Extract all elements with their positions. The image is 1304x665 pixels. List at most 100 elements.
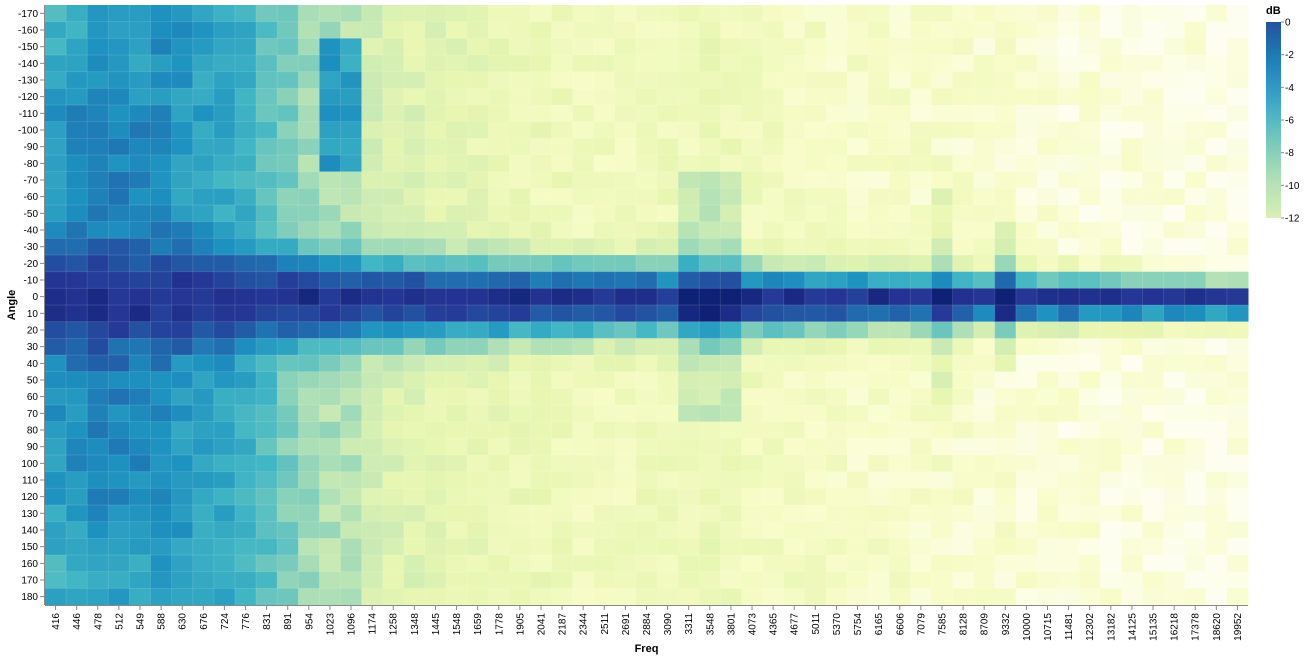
heatmap-cell: [1079, 271, 1101, 289]
heatmap-cell: [910, 121, 932, 139]
heatmap-cell: [1079, 505, 1101, 523]
heatmap-cell: [952, 438, 975, 456]
heatmap-cell: [424, 105, 447, 123]
heatmap-cell: [340, 38, 363, 56]
heatmap-cell: [361, 405, 384, 423]
heatmap-cell: [424, 555, 447, 573]
heatmap-cell: [635, 305, 658, 323]
heatmap-cell: [635, 288, 658, 306]
heatmap-cell: [973, 555, 996, 573]
heatmap-cell: [720, 355, 742, 373]
heatmap-cell: [1205, 421, 1228, 439]
heatmap-cell: [847, 38, 869, 56]
heatmap-cell: [361, 488, 384, 506]
heatmap-cell: [868, 438, 890, 456]
heatmap-cell: [635, 105, 658, 123]
heatmap-cell: [340, 138, 363, 156]
heatmap-cell: [467, 221, 489, 239]
heatmap-cell: [87, 55, 109, 73]
heatmap-cell: [171, 405, 194, 423]
heatmap-cell: [931, 421, 954, 439]
heatmap-cell: [192, 588, 215, 606]
heatmap-cell: [1142, 5, 1165, 23]
heatmap-cell: [509, 221, 531, 239]
heatmap-cell: [298, 21, 320, 39]
heatmap-cell: [530, 505, 553, 523]
x-tick-label: 3311: [684, 613, 695, 635]
heatmap-cell: [699, 571, 721, 589]
heatmap-cell: [108, 255, 130, 273]
heatmap-cell: [931, 521, 954, 539]
heatmap-cell: [551, 538, 574, 556]
heatmap-cell: [192, 5, 215, 23]
heatmap-cell: [129, 271, 152, 289]
heatmap-cell: [446, 138, 468, 156]
heatmap-cell: [614, 321, 637, 339]
heatmap-cell: [256, 338, 278, 356]
heatmap-cell: [1058, 171, 1080, 189]
heatmap-cell: [509, 188, 531, 206]
heatmap-cell: [635, 21, 658, 39]
heatmap-cell: [614, 205, 637, 223]
heatmap-cell: [804, 321, 827, 339]
heatmap-cell: [382, 521, 405, 539]
heatmap-cell: [973, 571, 996, 589]
heatmap-cell: [1036, 538, 1059, 556]
heatmap-cell: [720, 555, 742, 573]
heatmap-cell: [593, 355, 616, 373]
heatmap-cell: [340, 505, 363, 523]
heatmap-cell: [108, 288, 130, 306]
heatmap-cell: [213, 471, 236, 489]
heatmap-cell: [87, 105, 109, 123]
heatmap-cell: [1184, 538, 1207, 556]
heatmap-cell: [488, 88, 510, 106]
heatmap-cell: [804, 338, 827, 356]
heatmap-cell: [150, 388, 173, 406]
heatmap-cell: [699, 105, 721, 123]
heatmap-cell: [1058, 21, 1080, 39]
heatmap-cell: [488, 388, 510, 406]
heatmap-cell: [614, 171, 637, 189]
heatmap-cell: [593, 255, 616, 273]
heatmap-cell: [1226, 205, 1249, 223]
heatmap-cell: [66, 588, 88, 606]
heatmap-cell: [298, 271, 320, 289]
heatmap-cell: [1184, 505, 1207, 523]
heatmap-cell: [825, 505, 848, 523]
heatmap-cell: [635, 171, 658, 189]
heatmap-cell: [741, 555, 764, 573]
heatmap-cell: [171, 471, 194, 489]
heatmap-cell: [804, 255, 827, 273]
heatmap-cell: [572, 555, 595, 573]
heatmap-cell: [804, 171, 827, 189]
heatmap-cell: [868, 388, 890, 406]
heatmap-cell: [234, 438, 257, 456]
heatmap-cell: [1121, 355, 1143, 373]
heatmap-cell: [1036, 188, 1059, 206]
heatmap-cell: [382, 305, 405, 323]
heatmap-cell: [319, 305, 341, 323]
heatmap-cell: [319, 55, 341, 73]
heatmap-cell: [614, 455, 637, 473]
heatmap-cell: [1100, 321, 1122, 339]
heatmap-cell: [804, 138, 827, 156]
heatmap-cell: [657, 271, 679, 289]
heatmap-cell: [488, 38, 510, 56]
heatmap-cell: [467, 488, 489, 506]
y-tick-label: -140: [18, 59, 38, 70]
heatmap-cell: [361, 55, 384, 73]
heatmap-cell: [1015, 121, 1038, 139]
heatmap-cell: [129, 21, 152, 39]
heatmap-cell: [762, 188, 785, 206]
heatmap-cell: [1184, 171, 1207, 189]
heatmap-cell: [1205, 505, 1228, 523]
heatmap-cell: [87, 338, 109, 356]
heatmap-cell: [572, 71, 595, 89]
heatmap-cell: [868, 505, 890, 523]
heatmap-cell: [403, 438, 426, 456]
heatmap-cell: [572, 88, 595, 106]
heatmap-cell: [657, 21, 679, 39]
heatmap-cell: [868, 71, 890, 89]
heatmap-cell: [424, 405, 447, 423]
heatmap-cell: [403, 21, 426, 39]
